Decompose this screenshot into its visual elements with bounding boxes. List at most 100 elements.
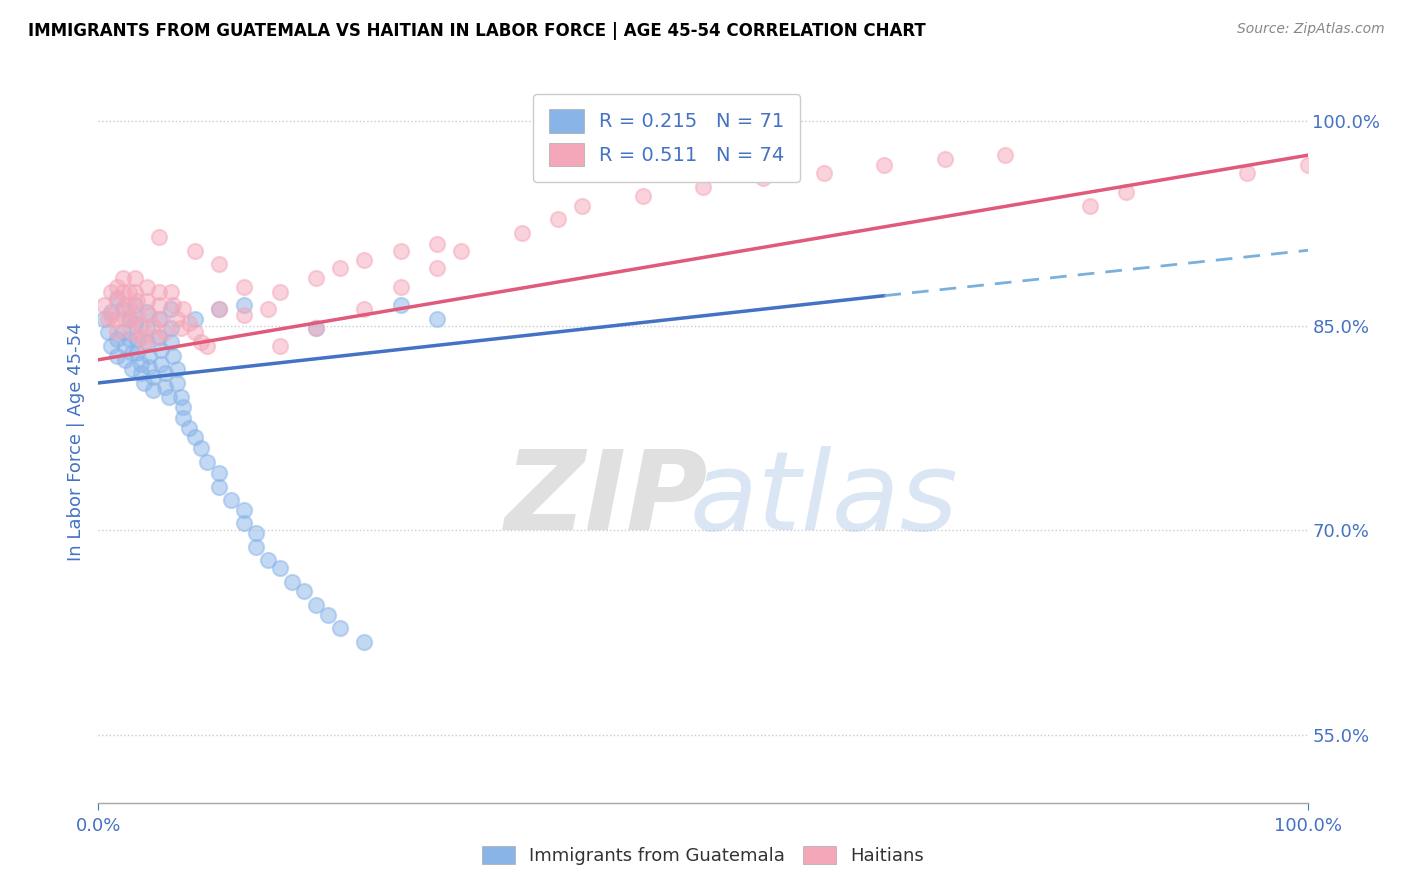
Point <box>97 326 120 340</box>
Point <box>134 376 156 390</box>
Point <box>305 598 328 612</box>
Point <box>208 302 231 317</box>
Legend: R = 0.215   N = 71, R = 0.511   N = 74: R = 0.215 N = 71, R = 0.511 N = 74 <box>533 94 800 182</box>
Point <box>208 302 231 317</box>
Point <box>353 253 375 268</box>
Point <box>142 383 165 397</box>
Text: IMMIGRANTS FROM GUATEMALA VS HAITIAN IN LABOR FORCE | AGE 45-54 CORRELATION CHAR: IMMIGRANTS FROM GUATEMALA VS HAITIAN IN … <box>28 22 927 40</box>
Point <box>184 244 207 258</box>
Point <box>135 294 157 309</box>
Point <box>118 298 141 312</box>
Point <box>510 226 533 240</box>
Point <box>162 349 184 363</box>
Point <box>97 311 120 326</box>
Point <box>160 302 183 317</box>
Point <box>153 326 176 340</box>
Y-axis label: In Labor Force | Age 45-54: In Labor Force | Age 45-54 <box>66 322 84 561</box>
Point <box>142 318 165 333</box>
Point <box>118 332 141 346</box>
Point <box>153 380 176 394</box>
Point <box>111 285 134 299</box>
Point <box>121 362 143 376</box>
Point <box>111 271 134 285</box>
Point <box>105 280 128 294</box>
Point <box>179 316 201 330</box>
Point <box>169 321 191 335</box>
Point <box>269 285 291 299</box>
Point <box>692 179 714 194</box>
Point <box>329 621 352 635</box>
Point <box>127 346 149 360</box>
Point <box>160 334 183 349</box>
Point <box>111 326 134 340</box>
Point <box>138 308 160 322</box>
Point <box>135 305 157 319</box>
Point <box>134 334 156 349</box>
Point <box>121 311 143 326</box>
Point <box>269 339 291 353</box>
Point <box>111 302 134 317</box>
Point <box>162 298 184 312</box>
Point <box>150 311 173 326</box>
Text: ZIP: ZIP <box>505 446 709 553</box>
Point <box>160 285 183 299</box>
Point <box>169 390 191 404</box>
Point <box>100 308 122 322</box>
Text: atlas: atlas <box>689 446 959 553</box>
Point <box>129 318 152 333</box>
Point <box>129 357 152 371</box>
Point <box>547 212 569 227</box>
Point <box>138 359 160 374</box>
Point <box>1078 199 1101 213</box>
Point <box>208 479 231 493</box>
Point <box>121 346 143 360</box>
Point <box>166 362 188 376</box>
Point <box>813 166 835 180</box>
Point <box>184 326 207 340</box>
Point <box>105 294 128 309</box>
Point <box>426 261 449 276</box>
Point <box>195 455 218 469</box>
Point <box>1296 158 1319 172</box>
Point <box>208 257 231 271</box>
Point <box>256 302 278 317</box>
Point <box>100 339 122 353</box>
Point <box>389 280 412 294</box>
Point <box>135 334 157 349</box>
Point <box>121 326 143 340</box>
Point <box>148 329 170 343</box>
Point <box>127 294 149 309</box>
Point <box>245 540 267 554</box>
Point <box>232 516 254 531</box>
Point <box>305 321 328 335</box>
Point <box>148 311 170 326</box>
Point <box>184 311 207 326</box>
Point <box>195 339 218 353</box>
Point <box>127 332 149 346</box>
Point <box>232 502 254 516</box>
Point <box>1115 185 1137 199</box>
Point <box>353 302 375 317</box>
Point <box>138 349 160 363</box>
Point <box>934 153 956 167</box>
Point <box>305 321 328 335</box>
Point <box>292 584 315 599</box>
Point <box>114 311 136 326</box>
Point <box>994 148 1017 162</box>
Point <box>124 271 146 285</box>
Point <box>190 334 212 349</box>
Point <box>353 635 375 649</box>
Point <box>100 285 122 299</box>
Point <box>269 561 291 575</box>
Point <box>150 357 173 371</box>
Point <box>232 308 254 322</box>
Point <box>105 332 128 346</box>
Text: Source: ZipAtlas.com: Source: ZipAtlas.com <box>1237 22 1385 37</box>
Point <box>166 376 188 390</box>
Point <box>114 352 136 367</box>
Point <box>105 349 128 363</box>
Point <box>148 230 170 244</box>
Point <box>114 339 136 353</box>
Point <box>873 158 896 172</box>
Point <box>127 308 149 322</box>
